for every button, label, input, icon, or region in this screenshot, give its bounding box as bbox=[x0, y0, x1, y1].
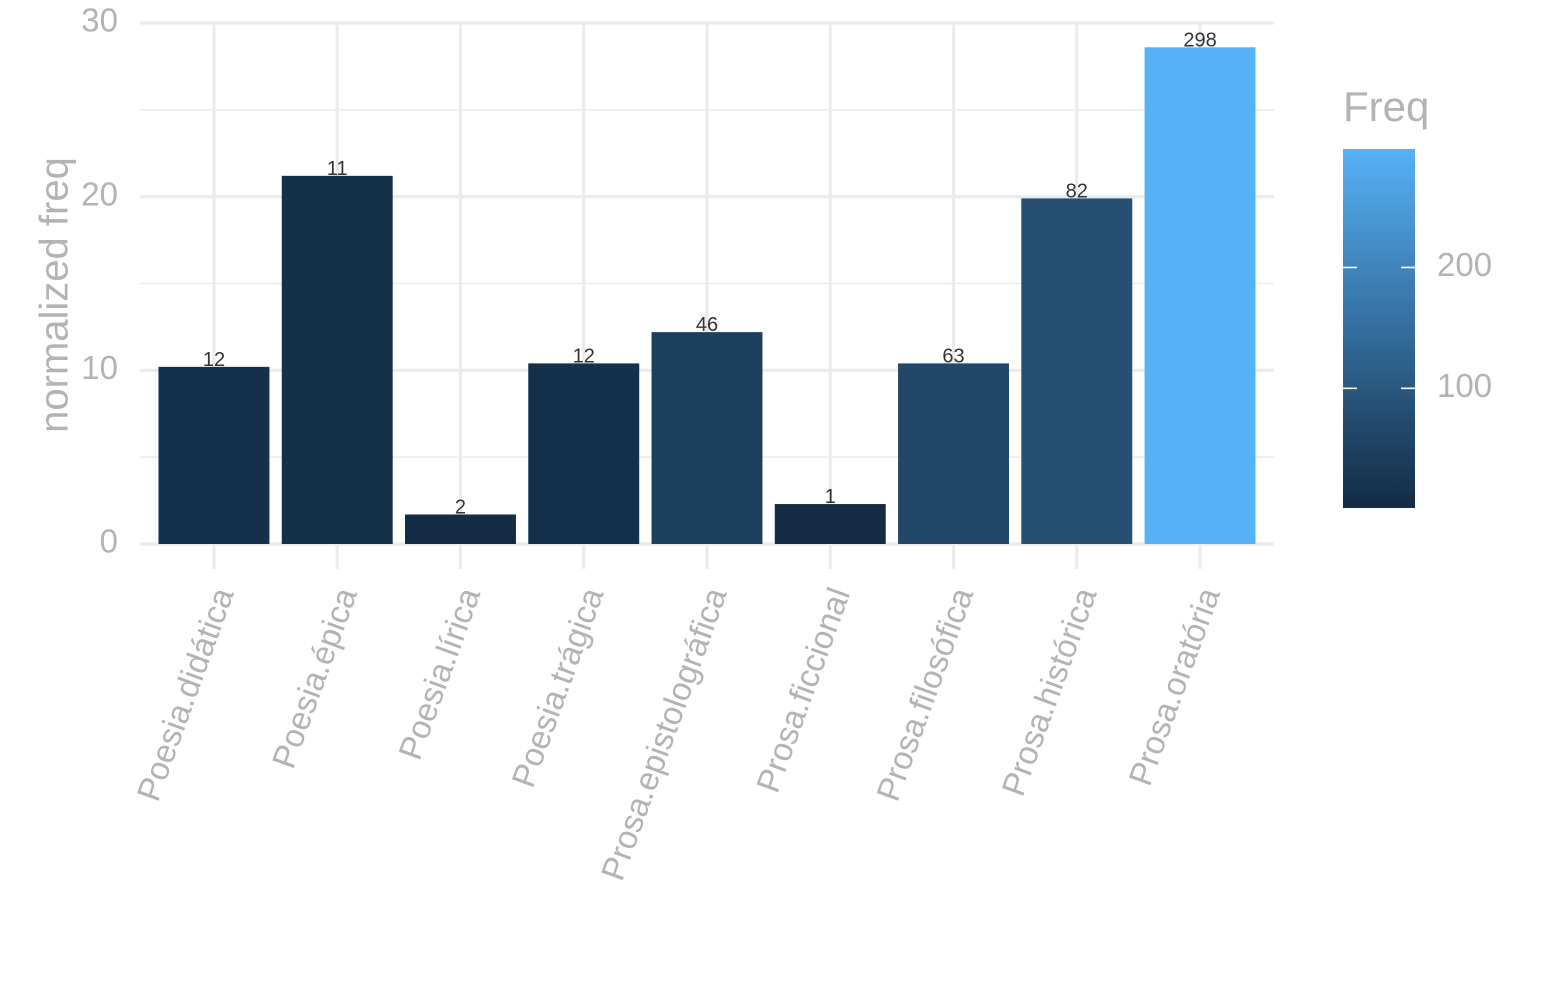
bar-1 bbox=[281, 175, 393, 544]
x-tick-label: Poesia.didática bbox=[129, 582, 241, 806]
x-tick-label: Poesia.épica bbox=[265, 582, 365, 773]
bar-label-4: 46 bbox=[696, 314, 718, 336]
x-axis-tick-labels: Poesia.didática Poesia.épica Poesia.lírica… bbox=[129, 582, 1227, 885]
bar-label-1: 11 bbox=[327, 158, 348, 180]
bar-label-8: 298 bbox=[1183, 29, 1216, 51]
bar-label-2: 2 bbox=[455, 496, 466, 518]
y-tick-label: 0 bbox=[100, 523, 118, 560]
legend-ticks: 100 200 bbox=[1343, 246, 1492, 404]
y-axis-title: normalized freq bbox=[33, 157, 77, 433]
x-tick-label: Prosa.ficcional bbox=[749, 583, 857, 797]
legend-tick-label: 200 bbox=[1437, 246, 1492, 283]
bar-label-7: 82 bbox=[1066, 180, 1088, 202]
bars bbox=[158, 47, 1256, 545]
y-tick-label: 30 bbox=[81, 2, 118, 39]
bar-4 bbox=[651, 332, 763, 544]
bar-2 bbox=[405, 514, 516, 544]
y-tick-label: 20 bbox=[81, 175, 118, 212]
x-tick-label: Prosa.epistolográfica bbox=[594, 582, 734, 885]
x-tick-label: Prosa.histórica bbox=[994, 582, 1104, 800]
legend-title: Freq bbox=[1343, 83, 1429, 130]
x-tick-label: Prosa.filosófica bbox=[869, 582, 981, 806]
bar-5 bbox=[774, 504, 886, 544]
legend-tick-label: 100 bbox=[1437, 367, 1492, 404]
bar-6 bbox=[898, 363, 1009, 544]
bar-label-0: 12 bbox=[203, 349, 225, 371]
bar-label-3: 12 bbox=[573, 345, 595, 367]
bar-7 bbox=[1021, 198, 1133, 545]
legend-colorbar bbox=[1343, 149, 1415, 508]
x-tick-label: Poesia.lírica bbox=[391, 582, 487, 764]
y-axis-tick-labels: 0 10 20 30 bbox=[81, 2, 118, 560]
bar-label-5: 1 bbox=[825, 486, 836, 508]
bar-3 bbox=[528, 363, 640, 544]
bar-labels: 12 11 2 12 46 1 63 82 298 bbox=[203, 29, 1217, 518]
bar-0 bbox=[158, 366, 270, 544]
y-tick-label: 10 bbox=[81, 349, 118, 386]
bar-label-6: 63 bbox=[942, 345, 964, 367]
x-tick-label: Poesia.trágica bbox=[504, 582, 611, 792]
x-tick-label: Prosa.oratória bbox=[1121, 582, 1227, 790]
bar-8 bbox=[1144, 47, 1256, 545]
legend: Freq 100 200 bbox=[1343, 83, 1492, 508]
